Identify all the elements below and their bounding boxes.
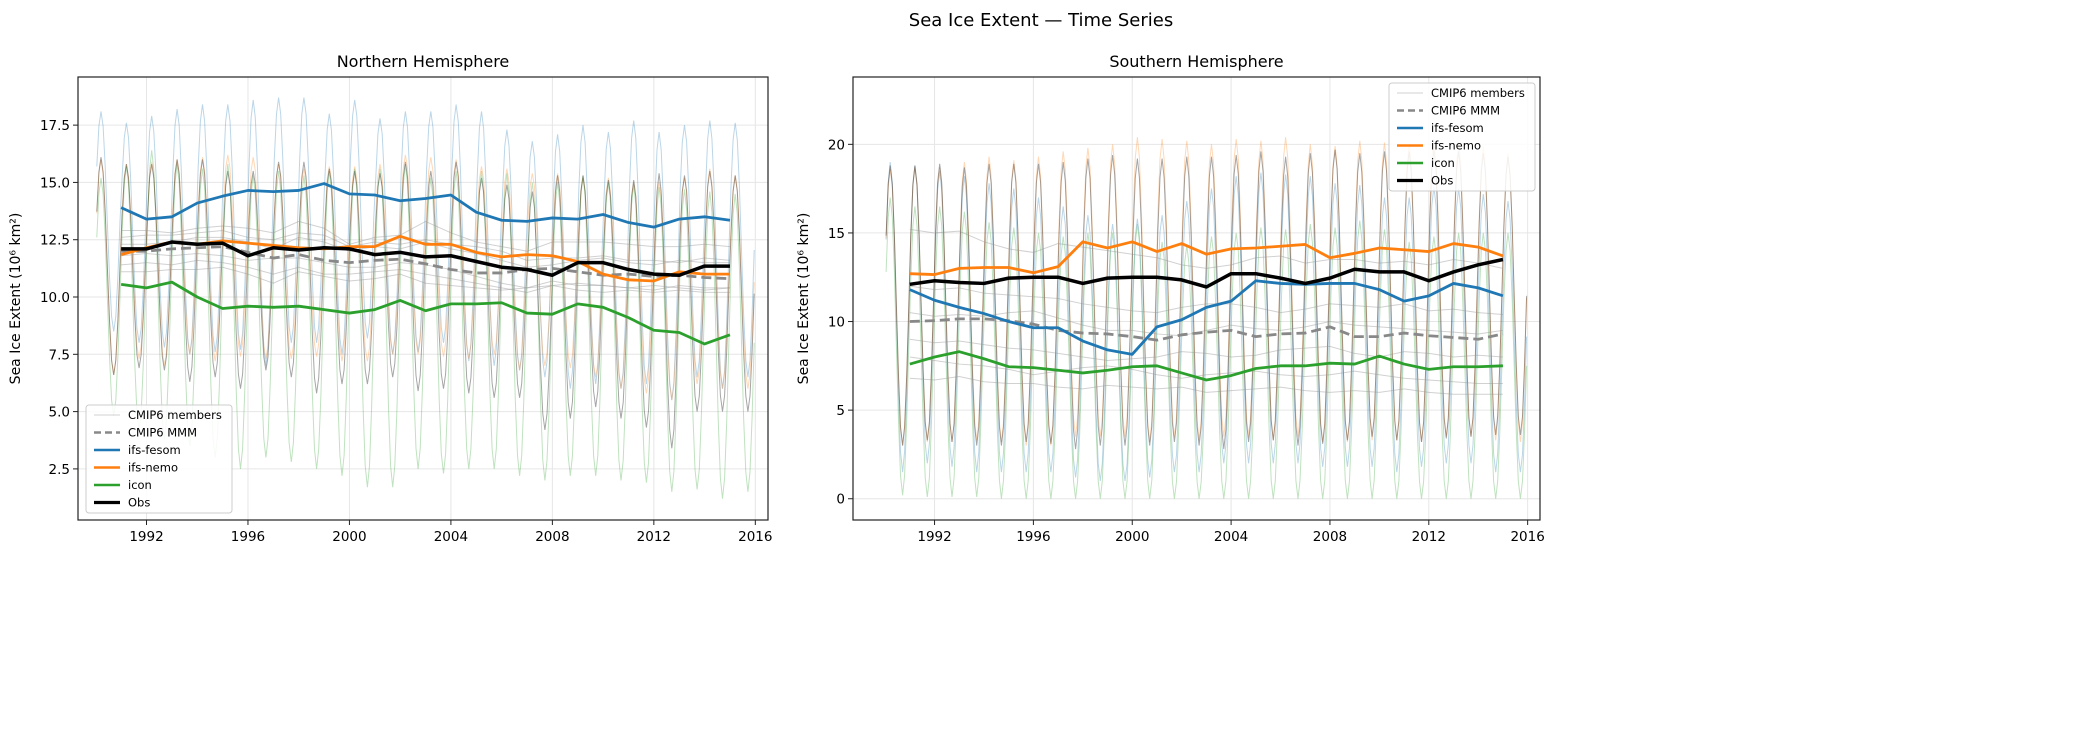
x-tick-label: 2008 <box>1313 529 1347 545</box>
x-tick-label: 2012 <box>1412 529 1446 545</box>
annual-line-cmip6-mmm <box>121 245 731 281</box>
cmip6-member-line <box>121 236 730 268</box>
y-axis-label: Sea Ice Extent (10⁶ km²) <box>796 213 812 385</box>
x-tick-label: 2000 <box>1115 529 1149 545</box>
annual-line-ifs-fesom <box>120 182 731 229</box>
legend-label-icon: icon <box>1431 156 1455 170</box>
legend: CMIP6 members CMIP6 MMM ifs-fesom ifs-nemo i… <box>1388 82 1536 192</box>
cmip6-member-line <box>121 220 730 252</box>
x-tick-label: 2000 <box>332 529 366 545</box>
cmip6-member-line <box>909 356 1503 385</box>
legend: CMIP6 members CMIP6 MMM ifs-fesom ifs-nemo i… <box>85 404 233 514</box>
legend-label-ifs-nemo: ifs-nemo <box>1431 139 1481 153</box>
legend-label-ifs-fesom: ifs-fesom <box>128 443 181 457</box>
panel-northern-hemisphere: Northern Hemisphere 1992 1996 2000 2004 2008 2… <box>8 52 772 545</box>
monthly-line-obs <box>96 157 755 449</box>
monthly-line-ifs-fesom <box>96 97 755 401</box>
cmip6-member-line <box>909 375 1503 395</box>
y-tick-label: 0 <box>836 492 845 508</box>
legend-label-cmip6-members: CMIP6 members <box>128 408 222 422</box>
legend-label-ifs-fesom: ifs-fesom <box>1431 121 1484 135</box>
legend-box <box>85 404 233 514</box>
cmip6-member-line <box>121 259 730 293</box>
panel-title: Northern Hemisphere <box>337 52 510 71</box>
y-tick-label: 7.5 <box>49 347 70 363</box>
x-tick-label: 2008 <box>535 529 569 545</box>
axes-frame <box>77 76 769 521</box>
cmip6-member-line <box>121 266 730 291</box>
cmip6-member-line <box>909 228 1504 269</box>
x-tick-label: 2016 <box>738 529 772 545</box>
y-axis-label: Sea Ice Extent (10⁶ km²) <box>8 213 24 385</box>
plot-area <box>885 137 1528 499</box>
legend-box <box>1388 82 1536 192</box>
legend-label-obs: Obs <box>128 496 150 510</box>
x-tick-label: 2004 <box>1214 529 1248 545</box>
plot-area <box>96 97 755 499</box>
cmip6-member-line <box>909 338 1503 362</box>
x-tick-label: 2012 <box>637 529 671 545</box>
y-tick-label: 5 <box>836 403 845 419</box>
legend-label-cmip6-mmm: CMIP6 MMM <box>128 426 197 440</box>
annual-line-ifs-nemo <box>909 240 1504 276</box>
x-tick-label: 2004 <box>434 529 468 545</box>
x-tick-label: 1996 <box>1016 529 1050 545</box>
y-tick-label: 15 <box>828 226 845 242</box>
y-tick-label: 15.0 <box>40 175 70 191</box>
y-tick-label: 17.5 <box>40 118 70 134</box>
y-tick-label: 10.0 <box>40 290 70 306</box>
annual-line-ifs-fesom <box>909 279 1504 356</box>
annual-line-icon <box>120 280 731 346</box>
x-tick-label: 1992 <box>129 529 163 545</box>
x-tick-label: 2016 <box>1510 529 1544 545</box>
panel-southern-hemisphere: Southern Hemisphere 1992 1996 2000 2004 2008 2… <box>796 52 1545 545</box>
legend-label-icon: icon <box>128 478 152 492</box>
y-tick-label: 2.5 <box>49 462 70 478</box>
figure-title: Sea Ice Extent — Time Series <box>909 10 1173 31</box>
cmip6-member-line <box>909 285 1503 315</box>
annual-line-obs <box>909 257 1504 289</box>
monthly-line-ifs-fesom <box>885 162 1528 482</box>
legend-label-cmip6-mmm: CMIP6 MMM <box>1431 104 1500 118</box>
axes-frame <box>852 76 1541 521</box>
cmip6-member-line <box>121 230 730 264</box>
x-tick-label: 1992 <box>917 529 951 545</box>
legend-label-ifs-nemo: ifs-nemo <box>128 461 178 475</box>
legend-label-cmip6-members: CMIP6 members <box>1431 86 1525 100</box>
legend-label-obs: Obs <box>1431 174 1453 188</box>
annual-line-icon <box>909 350 1503 382</box>
annual-line-obs <box>121 240 730 277</box>
y-tick-label: 20 <box>828 137 845 153</box>
cmip6-member-line <box>909 310 1504 337</box>
y-tick-label: 10 <box>828 315 845 331</box>
x-tick-label: 1996 <box>231 529 265 545</box>
annual-line-ifs-nemo <box>120 234 730 283</box>
y-tick-label: 5.0 <box>49 405 70 421</box>
monthly-line-obs <box>885 149 1528 450</box>
panel-title: Southern Hemisphere <box>1109 52 1283 71</box>
monthly-line-icon <box>96 150 755 499</box>
y-tick-label: 12.5 <box>40 233 70 249</box>
